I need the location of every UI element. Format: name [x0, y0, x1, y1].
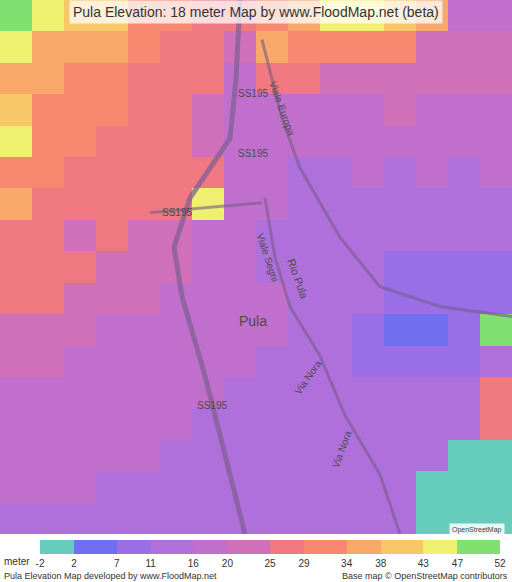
svg-text:Via Nora: Via Nora: [292, 358, 323, 396]
svg-text:Via Nora: Via Nora: [330, 429, 354, 470]
svg-text:-2: -2: [36, 558, 45, 569]
svg-text:Pula: Pula: [239, 313, 267, 329]
svg-text:meter: meter: [4, 556, 30, 567]
svg-text:38: 38: [375, 558, 387, 569]
svg-text:52: 52: [494, 558, 506, 569]
svg-text:SS195: SS195: [238, 148, 268, 159]
svg-text:16: 16: [188, 558, 200, 569]
svg-text:43: 43: [418, 558, 430, 569]
svg-text:11: 11: [146, 558, 157, 569]
svg-text:7: 7: [114, 558, 120, 569]
svg-text:Pula Elevation Map developed b: Pula Elevation Map developed by www.Floo…: [4, 571, 217, 581]
svg-text:29: 29: [299, 558, 311, 569]
svg-text:47: 47: [452, 558, 464, 569]
svg-text:OpenStreetMap: OpenStreetMap: [452, 526, 502, 534]
svg-text:Viale Segni: Viale Segni: [255, 232, 281, 283]
svg-text:SS195: SS195: [162, 207, 192, 218]
svg-text:25: 25: [264, 558, 276, 569]
svg-text:20: 20: [222, 558, 234, 569]
svg-text:34: 34: [341, 558, 353, 569]
svg-text:Rio Pula: Rio Pula: [285, 257, 311, 301]
svg-text:SS195: SS195: [238, 88, 268, 99]
svg-text:SS195: SS195: [197, 400, 227, 411]
svg-text:2: 2: [71, 558, 77, 569]
svg-text:Base map © OpenStreetMap contr: Base map © OpenStreetMap contributors: [342, 571, 508, 581]
svg-text:Viale Europa: Viale Europa: [267, 80, 297, 138]
svg-text:Pula Elevation: 18 meter Map b: Pula Elevation: 18 meter Map by www.Floo…: [73, 4, 439, 20]
